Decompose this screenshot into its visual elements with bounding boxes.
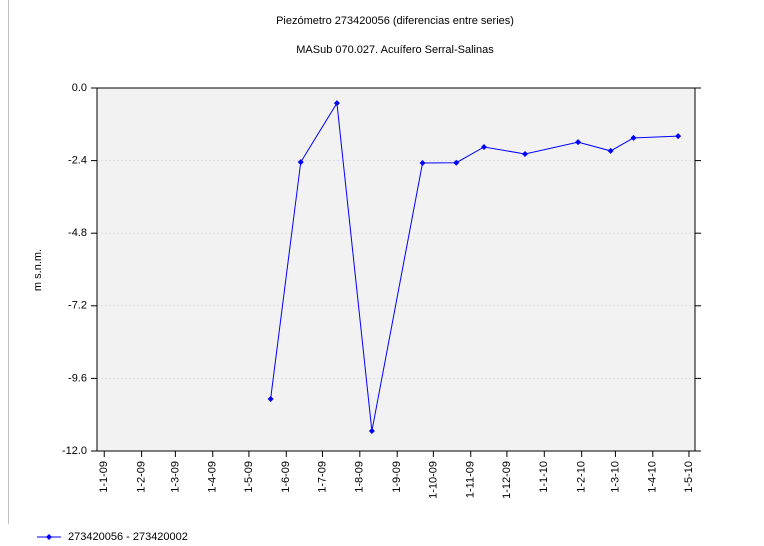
data-point xyxy=(481,143,488,150)
plot-frame xyxy=(96,87,696,452)
x-tick-label: 1-8-09 xyxy=(354,461,366,493)
data-point xyxy=(522,150,529,157)
y-axis-label: m s.n.m. xyxy=(32,249,44,291)
data-point xyxy=(575,139,582,146)
x-tick-label: 1-5-09 xyxy=(243,461,255,493)
y-tick-label: -4.8 xyxy=(68,227,87,239)
x-tick-label: 1-6-09 xyxy=(280,461,292,493)
y-tick-label: 0.0 xyxy=(72,82,87,94)
x-tick-label: 1-4-09 xyxy=(207,461,219,493)
x-tick-label: 1-9-09 xyxy=(391,461,403,493)
x-tick-label: 1-3-10 xyxy=(609,461,621,493)
y-tick-label: -12.0 xyxy=(62,445,87,457)
legend-label: 273420056 - 273420002 xyxy=(68,531,188,543)
data-point xyxy=(368,428,375,435)
data-point xyxy=(607,147,614,154)
x-tick-label: 1-12-09 xyxy=(501,461,513,499)
x-tick-label: 1-2-09 xyxy=(136,461,148,493)
data-point xyxy=(297,159,304,166)
x-tick-label: 1-4-10 xyxy=(647,461,659,493)
legend-marker xyxy=(46,534,52,540)
data-point xyxy=(267,395,274,402)
x-tick-label: 1-7-09 xyxy=(316,461,328,493)
data-point xyxy=(333,100,340,107)
x-tick-label: 1-10-09 xyxy=(427,461,439,499)
x-tick-label: 1-1-09 xyxy=(98,461,110,493)
chart-subtitle: MASub 070.027. Acuífero Serral-Salinas xyxy=(296,44,494,56)
plot-area xyxy=(97,88,695,451)
x-tick-label: 1-11-09 xyxy=(465,461,477,498)
series-line xyxy=(270,101,679,432)
y-tick-label: -2.4 xyxy=(68,155,87,167)
x-tick-label: 1-1-10 xyxy=(538,461,550,493)
data-point xyxy=(419,160,426,167)
chart-title: Piezómetro 273420056 (diferencias entre … xyxy=(276,15,514,27)
data-point xyxy=(453,159,460,166)
x-tick-label: 1-3-09 xyxy=(169,461,181,493)
y-tick-label: -7.2 xyxy=(68,300,87,312)
data-point xyxy=(675,133,682,140)
data-point xyxy=(630,134,637,141)
y-tick-label: -9.6 xyxy=(68,372,87,384)
x-tick-label: 1-2-10 xyxy=(576,461,588,493)
x-tick-label: 1-5-10 xyxy=(683,461,695,493)
